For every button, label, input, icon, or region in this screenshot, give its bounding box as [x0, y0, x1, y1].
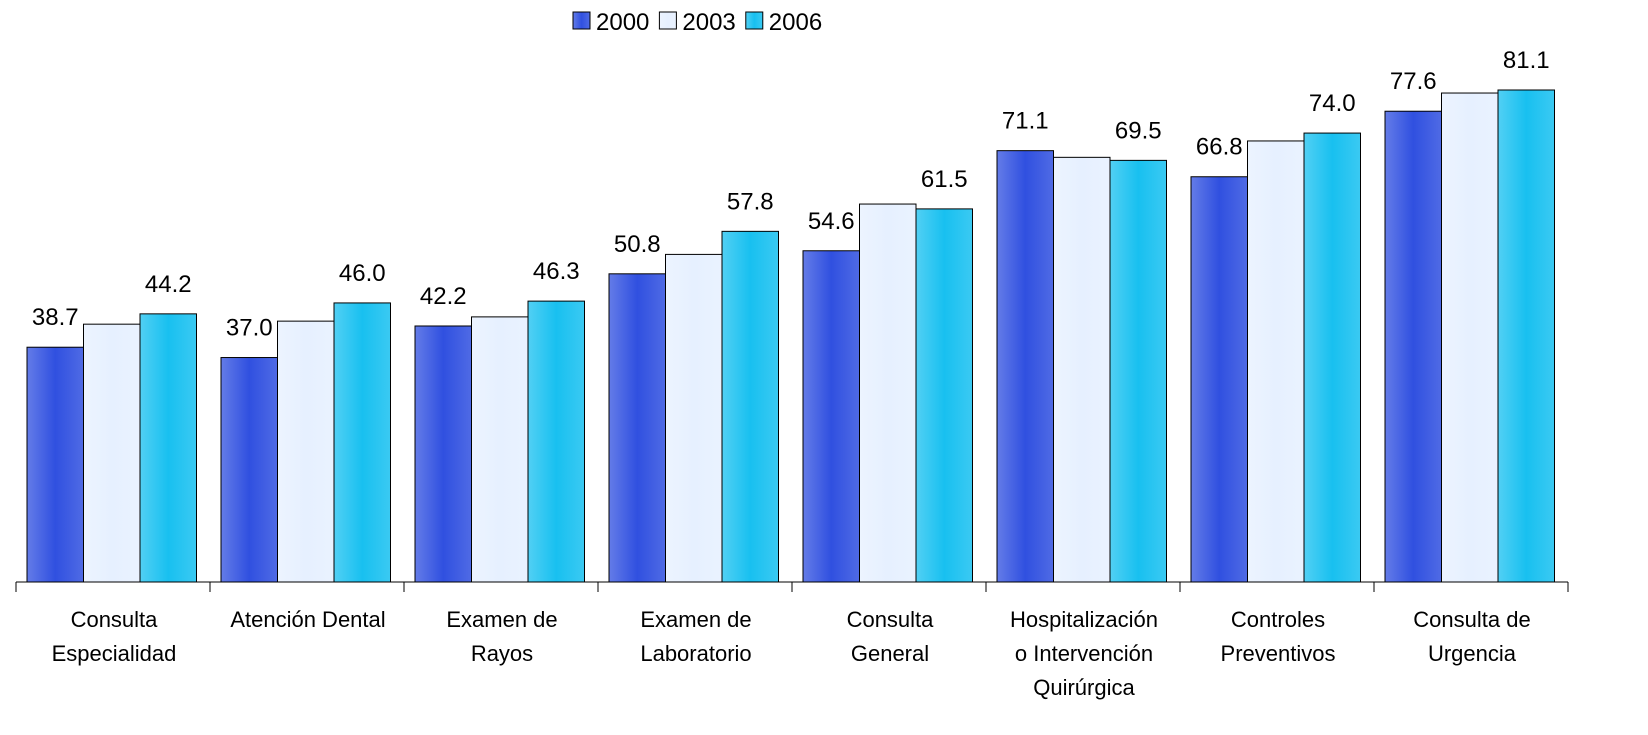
data-label: 81.1 — [1503, 47, 1550, 74]
legend-label: 2000 — [596, 9, 649, 36]
data-label: 71.1 — [1002, 108, 1049, 135]
bar — [1190, 176, 1248, 583]
bar — [608, 273, 666, 583]
x-tick-label: Consulta Especialidad — [51, 607, 177, 666]
legend-swatch — [572, 11, 591, 30]
bar — [527, 300, 585, 583]
x-tick-label: Atención Dental — [230, 607, 386, 632]
data-label: 50.8 — [614, 231, 661, 258]
data-label: 37.0 — [226, 315, 273, 342]
bar — [1441, 92, 1499, 583]
bar — [277, 320, 335, 583]
x-tick-label: Controles Preventivos — [1220, 607, 1336, 666]
x-tick-label: Examen de Laboratorio — [640, 607, 752, 666]
bar — [802, 250, 860, 583]
bar — [333, 302, 391, 583]
bar — [1497, 89, 1555, 583]
bar — [915, 208, 973, 583]
data-label: 61.5 — [921, 166, 968, 193]
bar — [721, 230, 779, 583]
bar — [665, 253, 723, 583]
bar — [1053, 156, 1111, 583]
bar — [1247, 140, 1305, 583]
x-tick-label: Hospitalización o Intervención Quirúrgic… — [1010, 607, 1158, 700]
data-label: 77.6 — [1390, 68, 1437, 95]
bar — [471, 316, 529, 583]
data-label: 46.0 — [339, 260, 386, 287]
data-label: 66.8 — [1196, 134, 1243, 161]
legend-swatch — [658, 11, 677, 30]
legend-swatch — [745, 11, 764, 30]
bar — [139, 313, 197, 583]
x-tick-label: Examen de Rayos — [446, 607, 558, 666]
legend-label: 2003 — [682, 9, 735, 36]
data-label: 44.2 — [145, 271, 192, 298]
bar — [26, 346, 84, 583]
bar — [1109, 159, 1167, 583]
bar — [220, 357, 278, 583]
data-label: 46.3 — [533, 258, 580, 285]
bar — [1384, 110, 1442, 583]
data-label: 38.7 — [32, 304, 79, 331]
bar — [859, 203, 917, 583]
data-label: 57.8 — [727, 188, 774, 215]
data-label: 54.6 — [808, 208, 855, 235]
data-label: 74.0 — [1309, 90, 1356, 117]
bar — [414, 325, 472, 583]
data-label: 42.2 — [420, 283, 467, 310]
bar — [996, 150, 1054, 583]
bar — [83, 323, 141, 583]
data-label: 69.5 — [1115, 117, 1162, 144]
x-tick-label: Consulta de Urgencia — [1413, 607, 1531, 666]
x-tick-label: Consulta General — [846, 607, 934, 666]
legend-label: 2006 — [769, 9, 822, 36]
bar — [1303, 132, 1361, 583]
